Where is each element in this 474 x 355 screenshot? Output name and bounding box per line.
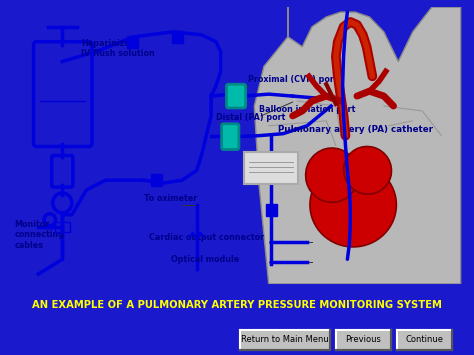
Text: To oximeter: To oximeter	[144, 194, 197, 203]
Text: Previous: Previous	[346, 335, 382, 344]
FancyBboxPatch shape	[222, 124, 239, 149]
Ellipse shape	[306, 148, 358, 202]
Ellipse shape	[344, 147, 392, 194]
FancyBboxPatch shape	[397, 330, 452, 350]
Text: Heparinized
IV flush solution: Heparinized IV flush solution	[82, 39, 155, 58]
FancyBboxPatch shape	[266, 204, 277, 216]
Text: Balloon inflation port: Balloon inflation port	[259, 105, 356, 114]
FancyBboxPatch shape	[172, 31, 183, 43]
FancyBboxPatch shape	[244, 153, 299, 184]
Text: Pulmonary artery (PA) catheter: Pulmonary artery (PA) catheter	[278, 125, 433, 134]
Text: Distal (PA) port: Distal (PA) port	[216, 113, 285, 122]
Ellipse shape	[310, 163, 396, 247]
Text: Return to Main Menu: Return to Main Menu	[241, 335, 329, 344]
Text: Proximal (CVP) port: Proximal (CVP) port	[247, 75, 337, 84]
Text: Optical module: Optical module	[171, 255, 239, 264]
FancyBboxPatch shape	[151, 174, 162, 186]
Text: Cardiac output connector: Cardiac output connector	[149, 233, 264, 242]
Text: AN EXAMPLE OF A PULMONARY ARTERY PRESSURE MONITORING SYSTEM: AN EXAMPLE OF A PULMONARY ARTERY PRESSUR…	[32, 300, 442, 310]
FancyBboxPatch shape	[240, 330, 330, 350]
FancyBboxPatch shape	[227, 84, 246, 108]
FancyBboxPatch shape	[336, 330, 391, 350]
Text: Continue: Continue	[405, 335, 444, 344]
Polygon shape	[254, 7, 461, 284]
FancyBboxPatch shape	[127, 36, 138, 48]
Text: Monitor
connecting
cables: Monitor connecting cables	[14, 220, 64, 250]
